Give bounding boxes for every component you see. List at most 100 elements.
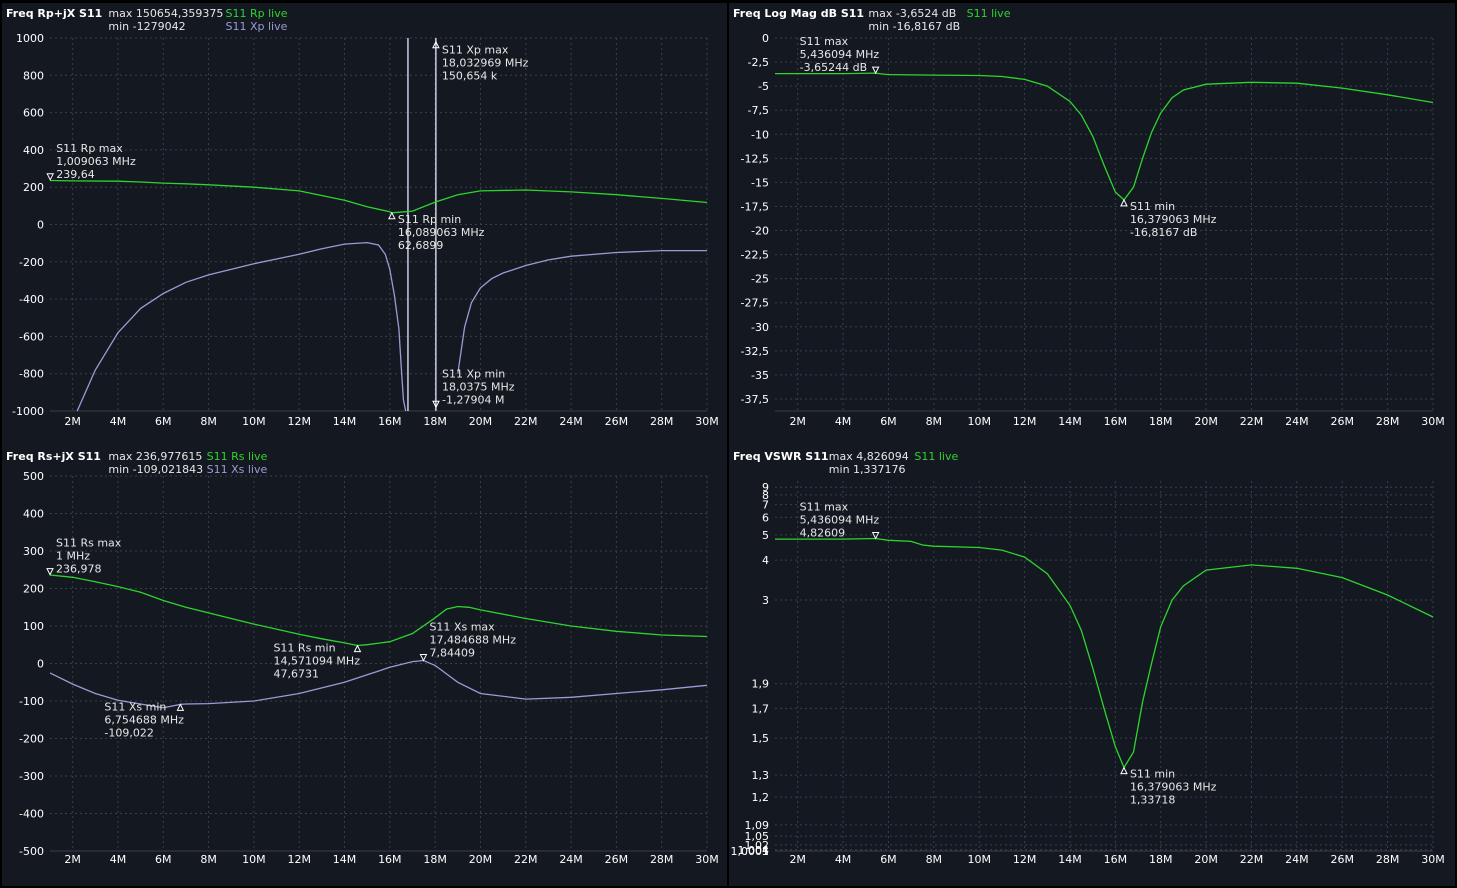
marker-label: 16,089063 MHz: [398, 226, 485, 239]
x-tick-label: 20M: [469, 415, 493, 428]
x-tick-label: 12M: [287, 853, 311, 866]
marker-label: 16,379063 MHz: [1130, 781, 1217, 794]
x-tick-label: 30M: [695, 415, 719, 428]
x-tick-label: 28M: [1376, 415, 1400, 428]
y-tick-label: 7: [762, 499, 769, 512]
x-tick-label: 24M: [559, 853, 583, 866]
marker-triangle: [432, 400, 440, 409]
y-tick-label: -7,5: [748, 104, 769, 117]
series-line: [775, 537, 1434, 770]
x-tick-label: 26M: [1330, 853, 1354, 866]
y-tick-label: -600: [19, 330, 44, 343]
x-tick-label: 2M: [64, 415, 81, 428]
marker-triangle: [176, 703, 185, 711]
y-tick-label: 9: [762, 481, 769, 494]
y-tick-label: -5: [758, 80, 769, 93]
marker-label: 236,978: [56, 563, 102, 576]
marker-label: 47,6731: [273, 668, 319, 681]
marker-triangle: [1120, 766, 1128, 775]
x-tick-label: 2M: [789, 853, 806, 866]
x-tick-label: 6M: [880, 853, 897, 866]
y-tick-label: -800: [19, 368, 44, 381]
x-tick-label: 24M: [1285, 853, 1309, 866]
x-tick-label: 22M: [1240, 853, 1264, 866]
y-tick-label: -2,5: [748, 56, 769, 69]
marker-label: 1,33718: [1130, 794, 1176, 807]
x-tick-label: 20M: [1194, 415, 1218, 428]
stat-min: min -1279042: [108, 20, 185, 33]
marker-label: 150,654 k: [442, 70, 498, 83]
x-tick-label: 10M: [967, 853, 991, 866]
series-line: [457, 249, 707, 374]
marker-label: 14,571094 MHz: [273, 655, 360, 668]
marker-triangle: [1120, 198, 1128, 207]
y-tick-label: -27,5: [741, 297, 769, 310]
y-tick-label: -200: [19, 256, 44, 269]
y-tick-label: 600: [23, 107, 44, 120]
x-tick-label: 12M: [1013, 415, 1037, 428]
marker-triangle: [353, 644, 362, 653]
x-tick-label: 16M: [1104, 853, 1128, 866]
chart-title: Freq Rp+jX S11: [6, 7, 102, 20]
x-tick-label: 4M: [110, 853, 127, 866]
x-tick-label: 12M: [287, 415, 311, 428]
x-tick-label: 8M: [926, 853, 943, 866]
y-tick-label: -10: [751, 128, 769, 141]
x-tick-label: 18M: [423, 853, 447, 866]
stat-min: min -109,021843: [108, 463, 203, 476]
marker-label: -16,8167 dB: [1130, 226, 1197, 239]
series-line: [49, 574, 708, 647]
y-tick-label: 4: [762, 554, 769, 567]
y-tick-label: -400: [19, 293, 44, 306]
marker-label: -109,022: [104, 726, 153, 739]
x-tick-label: 28M: [650, 853, 674, 866]
y-tick-label: -17,5: [741, 200, 769, 213]
x-tick-label: 8M: [200, 415, 217, 428]
x-tick-label: 16M: [1104, 415, 1128, 428]
marker-label: S11 min: [1130, 768, 1175, 781]
series-line: [49, 659, 708, 709]
y-tick-label: -35: [751, 369, 769, 382]
y-tick-label: -12,5: [741, 152, 769, 165]
y-tick-label: -200: [19, 733, 44, 746]
marker-label: S11 Rs max: [56, 537, 122, 550]
panel-background: [729, 3, 1455, 446]
stat-max: max 236,977615: [108, 450, 202, 463]
x-tick-label: 20M: [469, 853, 493, 866]
y-tick-label: 1: [762, 845, 769, 858]
x-tick-label: 8M: [200, 853, 217, 866]
x-tick-label: 12M: [1013, 853, 1037, 866]
x-tick-label: 2M: [789, 415, 806, 428]
x-tick-label: 26M: [605, 415, 629, 428]
chart-title: Freq Log Mag dB S11: [733, 7, 864, 20]
x-tick-label: 14M: [333, 415, 357, 428]
legend-entry: S11 Xp live: [226, 20, 288, 33]
marker-label: 1 MHz: [56, 550, 90, 563]
marker-triangle: [46, 173, 55, 181]
marker-label: 62,6899: [398, 239, 444, 252]
x-tick-label: 4M: [110, 415, 127, 428]
x-tick-label: 14M: [333, 853, 357, 866]
marker-label: 18,032969 MHz: [442, 57, 529, 70]
y-tick-label: 0: [37, 219, 44, 232]
panel-background: [2, 446, 727, 886]
y-tick-label: 200: [23, 583, 44, 596]
y-tick-label: 1,004: [738, 844, 770, 857]
y-tick-label: -30: [751, 321, 769, 334]
y-tick-label: 5: [762, 529, 769, 542]
y-tick-label: 6: [762, 511, 769, 524]
stat-max: max 4,826094: [829, 450, 909, 463]
marker-label: 5,436094 MHz: [800, 514, 880, 527]
marker-label: S11 max: [800, 501, 849, 514]
x-tick-label: 24M: [559, 415, 583, 428]
y-tick-label: 1,05: [745, 830, 770, 843]
chart-log-mag: 2M 4M 6M 8M 10M 12M 14M 16M 18M 20M 22M 24M 26M 28M 30…: [729, 3, 1455, 446]
marker-label: 4,82609: [800, 527, 846, 540]
marker-label: S11 max: [800, 35, 849, 48]
x-tick-label: 2M: [64, 853, 81, 866]
marker-label: 18,0375 MHz: [442, 380, 515, 393]
marker-label: 1,009063 MHz: [56, 155, 136, 168]
x-tick-label: 22M: [1240, 415, 1264, 428]
x-tick-label: 6M: [155, 415, 172, 428]
